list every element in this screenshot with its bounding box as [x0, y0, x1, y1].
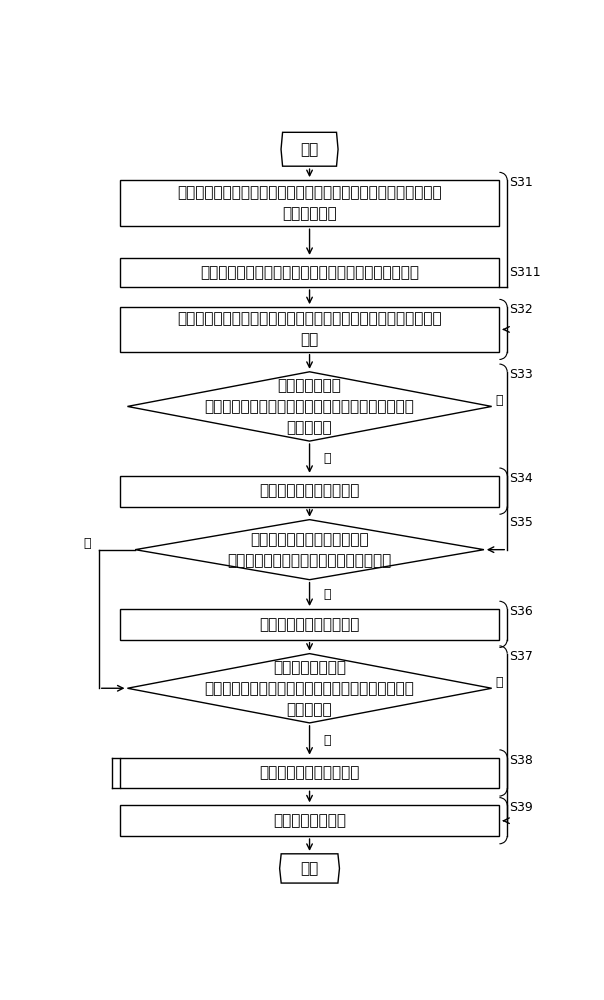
- Polygon shape: [127, 654, 492, 723]
- Text: 确定支付路径为行内转账: 确定支付路径为行内转账: [259, 484, 360, 499]
- FancyBboxPatch shape: [120, 307, 500, 352]
- Text: 若付款人的信息表征所述付款人对公汇款，则确定支付路径为行内
汇划: 若付款人的信息表征所述付款人对公汇款，则确定支付路径为行内 汇划: [177, 311, 442, 347]
- FancyBboxPatch shape: [120, 609, 500, 640]
- Text: S39: S39: [510, 801, 533, 814]
- Text: 是: 是: [324, 734, 331, 747]
- Text: 否: 否: [495, 676, 503, 689]
- Text: S35: S35: [510, 516, 533, 529]
- Text: 开始: 开始: [300, 142, 319, 157]
- Text: S311: S311: [510, 266, 541, 279]
- FancyBboxPatch shape: [120, 476, 500, 507]
- FancyBboxPatch shape: [120, 758, 500, 788]
- Polygon shape: [135, 520, 484, 580]
- Text: 根据收款人的信息判断收款人
开户机构与汇出交易的执行机构是否相同: 根据收款人的信息判断收款人 开户机构与汇出交易的执行机构是否相同: [228, 532, 391, 568]
- Polygon shape: [281, 132, 338, 166]
- Text: 根据付款人的信息
判断付款人的开户机构与汇出交易的执行机构是否同
属一级机构: 根据付款人的信息 判断付款人的开户机构与汇出交易的执行机构是否同 属一级机构: [205, 660, 414, 717]
- Text: 否: 否: [495, 394, 503, 407]
- FancyBboxPatch shape: [120, 805, 500, 836]
- Text: 确定支付路径为行内汇划: 确定支付路径为行内汇划: [259, 765, 360, 780]
- Text: 确定支付路径为行内转账: 确定支付路径为行内转账: [259, 617, 360, 632]
- Text: 获取交易渠道发送的本行联行号，并根据本行联行号获取付款人和
收款人的信息: 获取交易渠道发送的本行联行号，并根据本行联行号获取付款人和 收款人的信息: [177, 185, 442, 221]
- Text: 是: 是: [324, 452, 331, 465]
- Polygon shape: [127, 372, 492, 441]
- Text: S38: S38: [510, 754, 533, 767]
- Text: S34: S34: [510, 472, 533, 485]
- FancyBboxPatch shape: [120, 258, 500, 287]
- Text: S36: S36: [510, 605, 533, 618]
- Text: S33: S33: [510, 368, 533, 381]
- Text: S32: S32: [510, 303, 533, 316]
- Text: S37: S37: [510, 650, 533, 663]
- Text: 进行业务逻辑报错: 进行业务逻辑报错: [273, 813, 346, 828]
- Text: 结束: 结束: [300, 861, 319, 876]
- Text: 若付款人的信息
表征付款人对私汇款，则根据收款人的信息判断收款
人是否通存: 若付款人的信息 表征付款人对私汇款，则根据收款人的信息判断收款 人是否通存: [205, 378, 414, 435]
- Text: S31: S31: [510, 176, 533, 189]
- FancyBboxPatch shape: [120, 180, 500, 226]
- Text: 在获取不到收款人的信息时，确定支付路径为行内汇划: 在获取不到收款人的信息时，确定支付路径为行内汇划: [200, 265, 419, 280]
- Polygon shape: [280, 854, 339, 883]
- Text: 是: 是: [324, 588, 331, 601]
- Text: 否: 否: [83, 537, 91, 550]
